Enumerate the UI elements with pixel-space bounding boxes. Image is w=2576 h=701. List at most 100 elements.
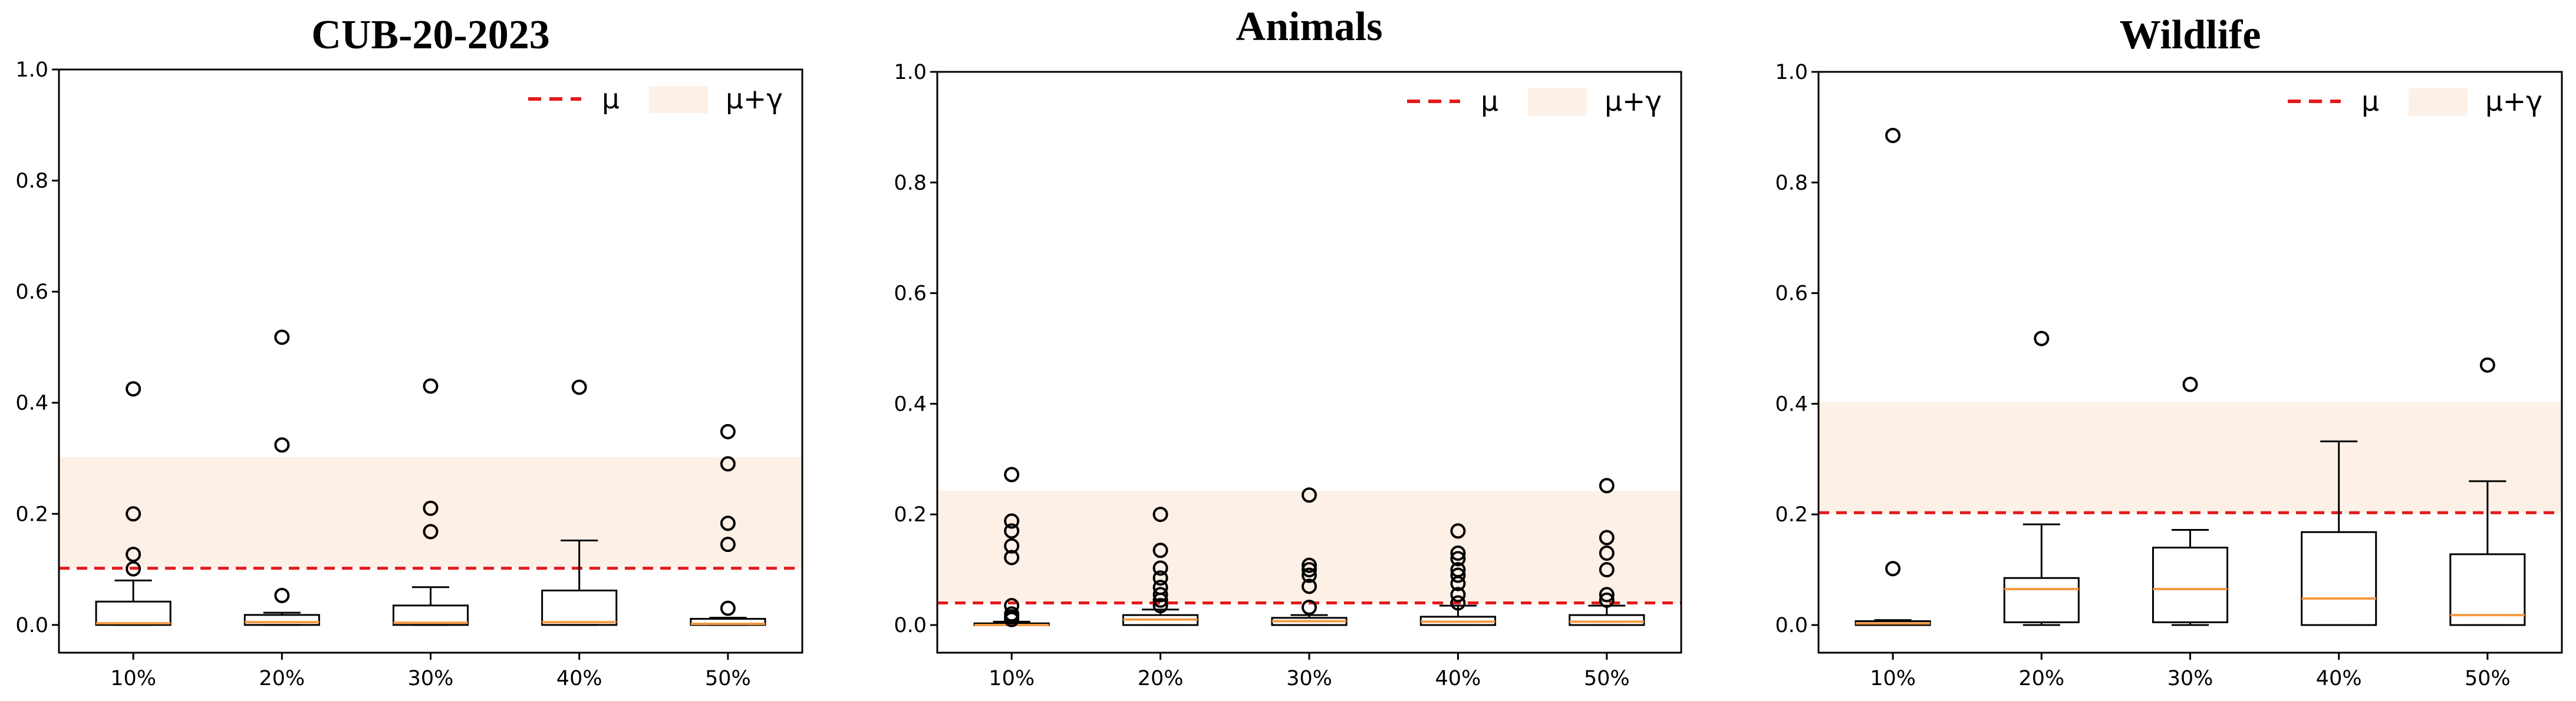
- y-tick-label: 1.0: [1775, 61, 1808, 84]
- outlier-point: [1152, 587, 1168, 603]
- outlier-point: [1152, 543, 1168, 558]
- x-tick-label: 20%: [1138, 667, 1184, 690]
- y-tick-label: 1.0: [15, 58, 48, 82]
- outlier-point: [720, 600, 736, 616]
- y-tick-label: 0.4: [894, 392, 927, 416]
- outlier-point: [1302, 487, 1317, 503]
- outlier-point: [1004, 606, 1020, 622]
- outlier-point: [1450, 545, 1466, 561]
- x-tick-label: 20%: [259, 667, 305, 690]
- outlier-point: [1004, 523, 1020, 539]
- chart-panel-3: 0.0 0.2 0.4 0.6 0.8 1.0 10% 20% 30% 40% 50% Wildlif…: [1775, 12, 2563, 690]
- box-30pct: [392, 378, 469, 626]
- outlier-point: [720, 456, 736, 472]
- y-tick-label: 0.2: [894, 503, 927, 527]
- y-tick-label: 0.6: [894, 282, 927, 306]
- iqr-box: [2003, 577, 2080, 623]
- legend-band-swatch: [649, 86, 708, 113]
- x-tick-label: 10%: [110, 667, 156, 690]
- box-20pct: [2003, 330, 2080, 626]
- outlier-point: [1152, 580, 1168, 596]
- outlier-point: [1885, 561, 1901, 577]
- box-40pct: [1419, 523, 1497, 626]
- y-tick-label: 0.2: [1775, 503, 1808, 527]
- outlier-point: [126, 561, 141, 577]
- outlier-point: [1152, 507, 1168, 523]
- chart-panel-1: 0.0 0.2 0.4 0.6 0.8 1.0 10% 20% 30% 40% 50% CUB-20-…: [15, 12, 803, 690]
- x-tick-label: 50%: [2465, 667, 2511, 690]
- outlier-point: [126, 547, 141, 563]
- x-tick-label: 50%: [705, 667, 751, 690]
- y-tick-label: 0.0: [15, 614, 48, 637]
- box-30pct: [2152, 376, 2229, 626]
- legend-band-label: μ+γ: [1605, 85, 1662, 118]
- outlier-point: [126, 506, 141, 522]
- outlier-point: [274, 437, 290, 453]
- outlier-point: [720, 515, 736, 531]
- outlier-point: [1302, 599, 1317, 615]
- outlier-point: [1004, 513, 1020, 529]
- outlier-point: [274, 329, 290, 345]
- box-10pct: [973, 467, 1050, 627]
- mu-gamma-band: [1819, 402, 2562, 513]
- iqr-box: [541, 589, 618, 626]
- outlier-point: [1450, 587, 1466, 603]
- box-10pct: [95, 381, 172, 626]
- y-tick-label: 0.6: [1775, 282, 1808, 306]
- outlier-point: [1302, 557, 1317, 573]
- iqr-box: [392, 604, 469, 626]
- iqr-box: [2301, 531, 2377, 626]
- outlier-point: [720, 537, 736, 553]
- legend-band-label: μ+γ: [2485, 85, 2542, 118]
- mu-gamma-band: [937, 491, 1681, 603]
- iqr-box: [2449, 553, 2526, 626]
- outlier-point: [1004, 538, 1020, 554]
- x-tick-label: 10%: [989, 667, 1035, 690]
- y-tick-label: 0.2: [15, 502, 48, 526]
- outlier-point: [1302, 578, 1317, 594]
- outlier-point: [1599, 587, 1615, 603]
- box-20pct: [243, 329, 320, 626]
- chart-title: Animals: [1236, 4, 1383, 49]
- y-tick-label: 0.0: [894, 614, 927, 637]
- iqr-box: [1569, 614, 1645, 626]
- outlier-point: [1599, 478, 1615, 494]
- outlier-point: [1599, 545, 1615, 561]
- outlier-point: [1004, 467, 1020, 482]
- box-40pct: [2301, 440, 2377, 626]
- x-tick-label: 40%: [556, 667, 602, 690]
- box-20pct: [1122, 507, 1199, 626]
- outlier-point: [1450, 523, 1466, 539]
- legend-mu-label: μ: [2361, 85, 2379, 118]
- legend-mu-label: μ: [602, 83, 620, 115]
- x-tick-label: 30%: [1286, 667, 1332, 690]
- chart-panel-2: 0.0 0.2 0.4 0.6 0.8 1.0 10% 20% 30% 40% 50% Animals…: [894, 4, 1682, 690]
- outlier-point: [274, 587, 290, 603]
- x-tick-label: 30%: [2167, 667, 2213, 690]
- y-tick-label: 0.6: [15, 280, 48, 304]
- x-tick-label: 30%: [408, 667, 454, 690]
- outlier-point: [423, 378, 439, 394]
- x-tick-label: 50%: [1584, 667, 1630, 690]
- box-50pct: [690, 424, 766, 626]
- iqr-box: [2152, 547, 2229, 623]
- x-tick-label: 20%: [2018, 667, 2064, 690]
- mu-gamma-band: [59, 457, 802, 568]
- outlier-point: [1004, 550, 1020, 566]
- iqr-box: [95, 600, 172, 626]
- outlier-point: [1004, 598, 1020, 614]
- outlier-point: [1450, 562, 1466, 578]
- outlier-point: [1152, 570, 1168, 586]
- outlier-point: [1450, 595, 1466, 611]
- outlier-point: [1302, 567, 1317, 583]
- outlier-point: [423, 500, 439, 516]
- x-tick-label: 10%: [1870, 667, 1916, 690]
- legend-band-swatch: [2409, 88, 2468, 115]
- y-tick-label: 0.4: [15, 392, 48, 415]
- y-tick-label: 0.0: [1775, 614, 1808, 637]
- box-30pct: [1271, 487, 1348, 626]
- y-tick-label: 0.8: [15, 170, 48, 193]
- legend-band-swatch: [1528, 88, 1587, 115]
- outlier-point: [2479, 357, 2495, 373]
